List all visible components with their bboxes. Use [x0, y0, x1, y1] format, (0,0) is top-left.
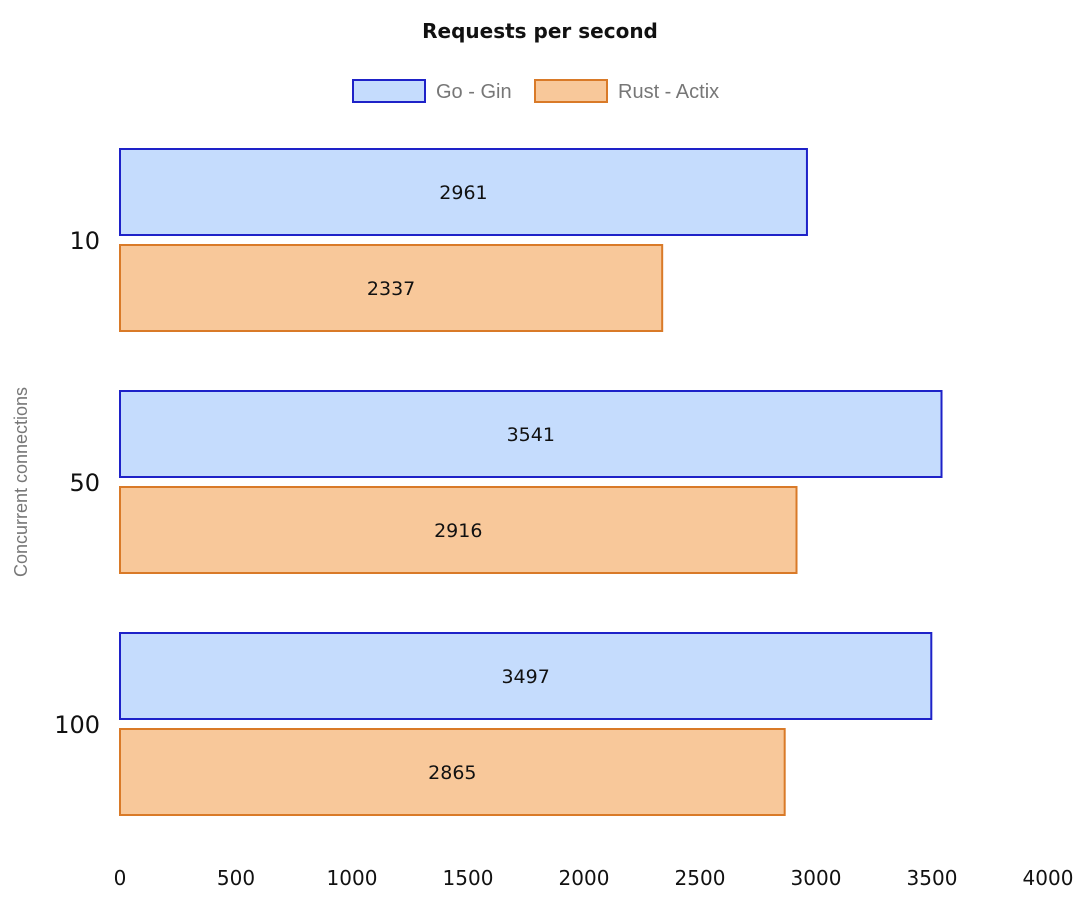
bar-value-label-0-0: 2961: [439, 182, 487, 204]
bar-value-label-2-0: 3497: [501, 666, 549, 688]
legend-label-0: Go - Gin: [436, 81, 512, 103]
x-tick-label-4: 2000: [559, 866, 610, 890]
bars-layer: [119, 148, 943, 816]
x-tick-label-3: 1500: [443, 866, 494, 890]
bar-value-label-1-0: 3541: [507, 424, 555, 446]
bar-value-label-2-1: 2865: [428, 762, 476, 784]
bar-value-label-1-1: 2916: [434, 520, 482, 542]
bar-1-0: [119, 390, 943, 478]
bar-1-1: [119, 486, 798, 574]
legend: Go - Gin Rust - Actix: [352, 79, 719, 103]
legend-swatch-1: [534, 79, 608, 103]
bar-value-label-0-1: 2337: [367, 278, 415, 300]
y-tick-label-2: 100: [54, 711, 100, 739]
x-tick-labels: 0 500 1000 1500 2000 2500 3000 3500 4000: [114, 866, 1074, 890]
bar-0-0: [119, 148, 808, 236]
bar-2-1: [119, 728, 786, 816]
x-tick-label-5: 2500: [675, 866, 726, 890]
legend-swatch-0: [352, 79, 426, 103]
y-tick-label-1: 50: [69, 469, 100, 497]
legend-label-1: Rust - Actix: [618, 81, 719, 103]
x-tick-label-8: 4000: [1023, 866, 1074, 890]
y-tick-label-0: 10: [69, 227, 100, 255]
bar-2-0: [119, 632, 933, 720]
y-axis-label: Concurrent connections: [11, 387, 31, 577]
x-tick-label-7: 3500: [907, 866, 958, 890]
x-tick-label-2: 1000: [327, 866, 378, 890]
y-tick-labels: 10 50 100: [54, 227, 100, 739]
x-tick-label-1: 500: [217, 866, 255, 890]
x-tick-label-6: 3000: [791, 866, 842, 890]
bar-0-1: [119, 244, 664, 332]
x-tick-label-0: 0: [114, 866, 127, 890]
bar-value-labels: 2961 2337 3541 2916 3497 2865: [367, 182, 555, 784]
chart-title: Requests per second: [422, 19, 658, 43]
